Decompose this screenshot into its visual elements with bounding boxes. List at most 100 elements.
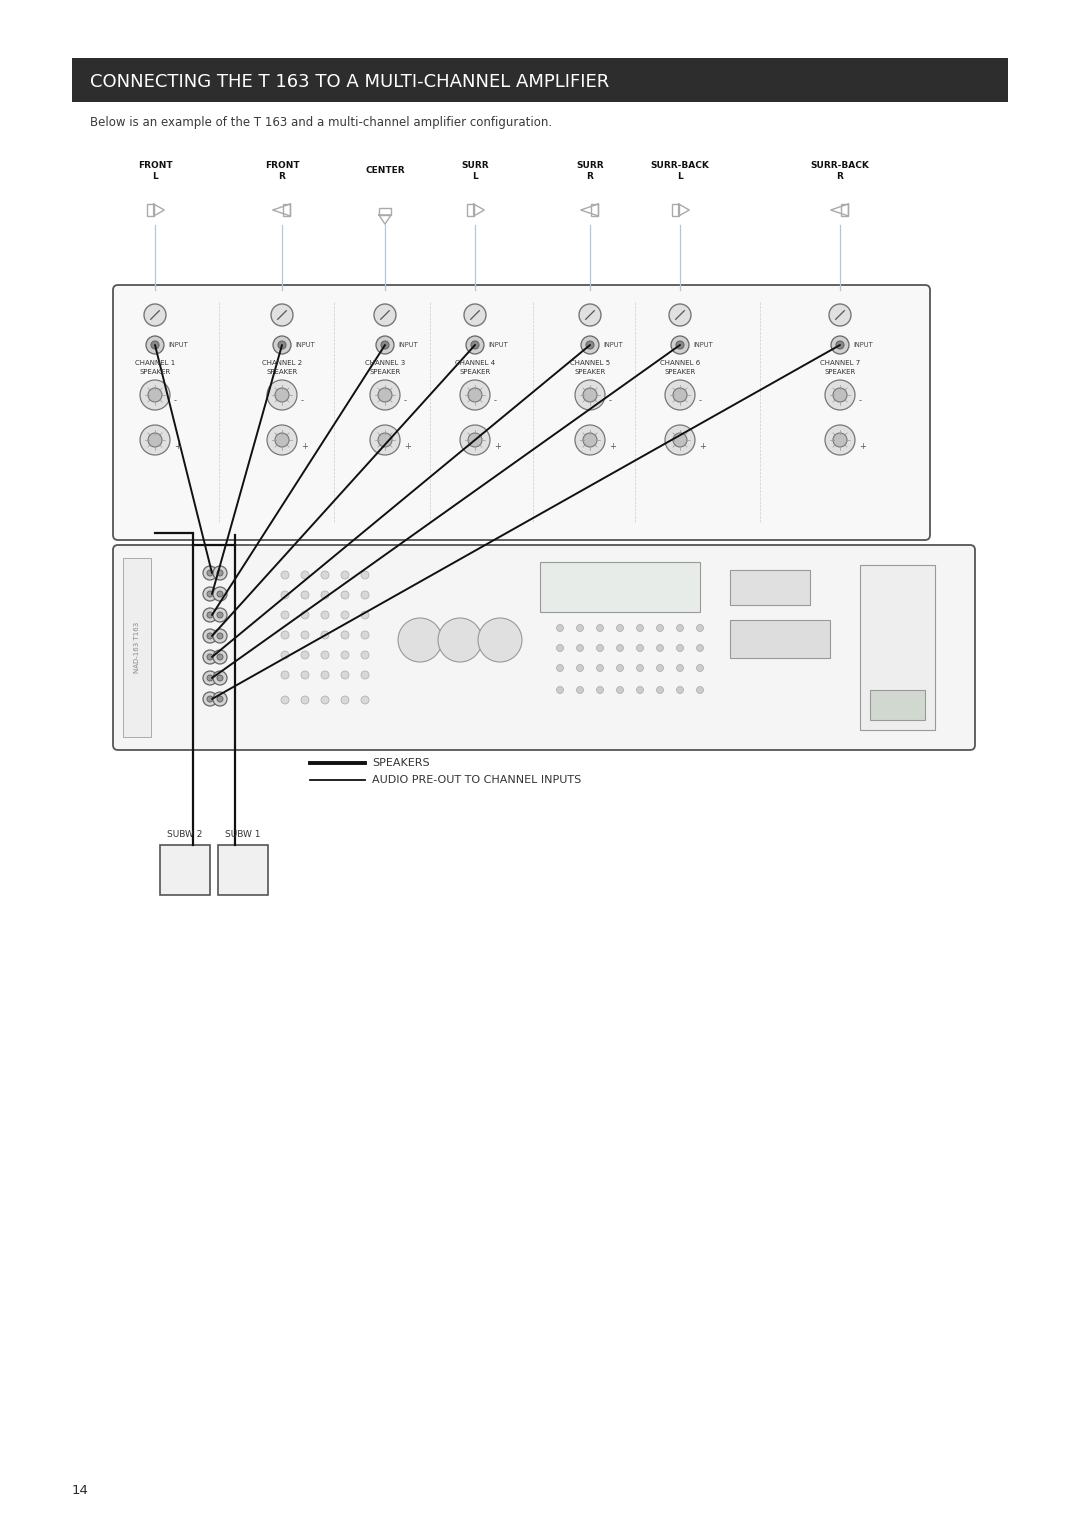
Circle shape — [281, 591, 289, 599]
Circle shape — [460, 380, 490, 410]
Circle shape — [825, 425, 855, 455]
Circle shape — [460, 425, 490, 455]
Circle shape — [146, 336, 164, 354]
Circle shape — [281, 611, 289, 619]
Circle shape — [140, 425, 170, 455]
Text: -: - — [859, 396, 862, 405]
Circle shape — [468, 432, 482, 448]
Circle shape — [207, 570, 213, 576]
Circle shape — [213, 630, 227, 643]
Text: +: + — [404, 442, 410, 451]
Circle shape — [596, 625, 604, 631]
Circle shape — [217, 633, 222, 639]
Circle shape — [636, 645, 644, 651]
Circle shape — [321, 611, 329, 619]
Circle shape — [267, 425, 297, 455]
Text: SURR: SURR — [461, 160, 489, 170]
Circle shape — [361, 695, 369, 704]
Circle shape — [676, 686, 684, 694]
Bar — [841, 203, 849, 215]
Circle shape — [586, 341, 594, 348]
Circle shape — [825, 380, 855, 410]
Circle shape — [361, 671, 369, 678]
Circle shape — [399, 617, 442, 662]
Circle shape — [676, 341, 684, 348]
Text: CHANNEL 6: CHANNEL 6 — [660, 361, 700, 367]
Circle shape — [217, 591, 222, 597]
Text: +: + — [301, 442, 308, 451]
Circle shape — [203, 671, 217, 685]
Circle shape — [361, 571, 369, 579]
Text: L: L — [677, 171, 683, 180]
Circle shape — [697, 625, 703, 631]
Bar — [72, 58, 1008, 102]
Circle shape — [657, 645, 663, 651]
Circle shape — [575, 425, 605, 455]
Circle shape — [140, 380, 170, 410]
Circle shape — [361, 651, 369, 659]
Circle shape — [577, 645, 583, 651]
Bar — [123, 558, 151, 736]
Circle shape — [361, 611, 369, 619]
Circle shape — [465, 336, 484, 354]
Text: CHANNEL 5: CHANNEL 5 — [570, 361, 610, 367]
Text: SURR: SURR — [577, 160, 604, 170]
Circle shape — [217, 654, 222, 660]
Circle shape — [341, 571, 349, 579]
Text: SUBW 1: SUBW 1 — [226, 830, 260, 839]
Circle shape — [579, 304, 600, 325]
Circle shape — [203, 630, 217, 643]
Circle shape — [341, 631, 349, 639]
Circle shape — [281, 671, 289, 678]
Circle shape — [341, 651, 349, 659]
Circle shape — [275, 388, 289, 402]
Text: INPUT: INPUT — [399, 342, 418, 348]
Circle shape — [836, 341, 843, 348]
Bar — [147, 203, 153, 215]
Circle shape — [378, 432, 392, 448]
Text: INPUT: INPUT — [603, 342, 623, 348]
Circle shape — [271, 304, 293, 325]
Text: CHANNEL 2: CHANNEL 2 — [262, 361, 302, 367]
Text: -: - — [301, 396, 303, 405]
Text: CENTER: CENTER — [365, 165, 405, 174]
Text: INPUT: INPUT — [488, 342, 508, 348]
FancyBboxPatch shape — [113, 545, 975, 750]
Circle shape — [144, 304, 166, 325]
Circle shape — [213, 587, 227, 601]
Circle shape — [321, 591, 329, 599]
Text: INPUT: INPUT — [853, 342, 873, 348]
Text: SPEAKER: SPEAKER — [824, 368, 855, 374]
Circle shape — [278, 341, 286, 348]
Text: INPUT: INPUT — [168, 342, 188, 348]
Circle shape — [617, 645, 623, 651]
Circle shape — [438, 617, 482, 662]
Circle shape — [207, 675, 213, 681]
Circle shape — [657, 625, 663, 631]
Bar — [870, 691, 924, 720]
Circle shape — [341, 591, 349, 599]
Circle shape — [665, 380, 696, 410]
Text: NAD-163 T163: NAD-163 T163 — [134, 622, 140, 674]
Bar — [467, 203, 474, 215]
Circle shape — [301, 571, 309, 579]
Circle shape — [301, 591, 309, 599]
Circle shape — [341, 695, 349, 704]
Circle shape — [596, 645, 604, 651]
Text: SPEAKER: SPEAKER — [459, 368, 490, 374]
Circle shape — [468, 388, 482, 402]
Circle shape — [321, 651, 329, 659]
Circle shape — [370, 380, 400, 410]
Circle shape — [281, 631, 289, 639]
Circle shape — [556, 625, 564, 631]
Circle shape — [617, 625, 623, 631]
Circle shape — [217, 570, 222, 576]
Circle shape — [361, 591, 369, 599]
Text: Below is an example of the T 163 and a multi-channel amplifier configuration.: Below is an example of the T 163 and a m… — [90, 116, 552, 128]
Circle shape — [617, 665, 623, 671]
Text: FRONT: FRONT — [137, 160, 173, 170]
Bar — [672, 203, 678, 215]
Text: SPEAKER: SPEAKER — [139, 368, 171, 374]
Text: +: + — [609, 442, 616, 451]
Text: -: - — [404, 396, 407, 405]
